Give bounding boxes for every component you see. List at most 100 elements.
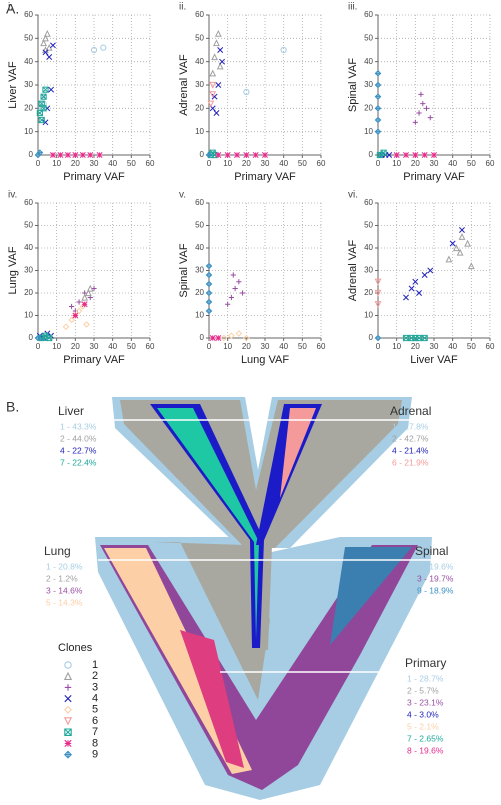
- y-tick-label: 50: [364, 221, 373, 230]
- point: [374, 81, 382, 89]
- point: [393, 152, 400, 158]
- x-tick-label: 60: [486, 159, 495, 168]
- point: [220, 334, 228, 342]
- point: [38, 116, 45, 124]
- x-tick-label: 50: [298, 342, 307, 351]
- point: [42, 49, 49, 56]
- x-tick-label: 50: [127, 159, 136, 168]
- x-tick-label: 60: [146, 342, 155, 351]
- point: [81, 293, 89, 301]
- point: [427, 115, 433, 121]
- point: [62, 323, 70, 331]
- point: [412, 119, 418, 125]
- legend-label: 3: [92, 681, 98, 693]
- site-name: Spinal: [415, 544, 448, 558]
- point: [40, 39, 48, 47]
- y-tick-label: 20: [195, 103, 204, 112]
- legend-label: 4: [92, 693, 98, 705]
- point: [86, 284, 94, 292]
- x-tick-label: 10: [52, 159, 61, 168]
- point: [96, 152, 103, 158]
- point: [423, 105, 430, 111]
- point: [374, 301, 382, 308]
- legend-label: 8: [92, 737, 98, 749]
- x-tick-label: 30: [261, 159, 270, 168]
- x-tick-label: 30: [430, 159, 439, 168]
- point: [420, 101, 426, 107]
- x-tick-label: 40: [279, 342, 288, 351]
- legend-label: 5: [92, 704, 98, 716]
- clone-fraction: 1 - 19.6%: [417, 561, 454, 571]
- clone-7-region: [157, 408, 259, 640]
- y-tick-label: 30: [364, 80, 373, 89]
- point: [235, 330, 243, 337]
- x-tick-label: 0: [376, 342, 381, 351]
- y-tick-label: 0: [29, 333, 34, 342]
- point: [72, 152, 79, 158]
- point: [228, 332, 235, 340]
- point: [69, 303, 75, 310]
- point: [421, 272, 428, 278]
- point: [458, 233, 466, 240]
- point: [205, 298, 213, 306]
- point: [236, 279, 242, 285]
- x-tick-label: 60: [486, 342, 495, 351]
- y-tick-label: 10: [195, 127, 204, 136]
- point: [449, 240, 456, 247]
- point: [416, 290, 423, 296]
- point: [403, 294, 409, 301]
- clone-fraction: 7 - 2.65%: [407, 733, 444, 743]
- x-tick-label: 30: [261, 342, 270, 351]
- clone-tree: [95, 397, 432, 800]
- point: [374, 278, 382, 286]
- y-tick-label: 50: [364, 33, 373, 42]
- y-tick-label: 0: [200, 333, 205, 342]
- point: [49, 42, 56, 49]
- y-axis-label: Adrenal VAF: [178, 54, 190, 116]
- clone-fraction: 3 - 14.6%: [46, 585, 83, 595]
- x-tick-label: 40: [448, 342, 457, 351]
- legend-marker: [64, 739, 72, 747]
- x-tick-label: 60: [146, 159, 155, 168]
- point: [240, 290, 246, 296]
- point: [374, 105, 382, 112]
- clone-fraction: 4 - 22.7%: [60, 445, 97, 455]
- point: [34, 334, 42, 342]
- x-tick-label: 30: [90, 342, 99, 351]
- point: [225, 301, 231, 307]
- x-tick-label: 0: [376, 159, 381, 168]
- point: [374, 70, 382, 77]
- scatter-panel: vi. 0 10 20 30 40 50 60 0 10 20 30 40 50 60 Liver VAF Ad…: [347, 190, 495, 366]
- point: [57, 152, 64, 158]
- panel-number: vi.: [348, 190, 358, 201]
- x-tick-label: 60: [317, 342, 326, 351]
- point: [205, 151, 213, 159]
- x-tick-label: 0: [36, 342, 41, 351]
- legend-label: 9: [92, 749, 98, 761]
- legend-marker: [64, 695, 72, 703]
- point: [217, 47, 224, 53]
- x-axis-label: Primary VAF: [63, 171, 125, 183]
- y-tick-label: 30: [24, 80, 33, 89]
- point: [262, 152, 268, 158]
- point: [230, 272, 236, 278]
- scatter-panel: v. 0 10 20 30 40 50 60 0 10 20 30 40 50 60 Lung VAF Spin…: [178, 190, 326, 366]
- legend-title: Clones: [58, 642, 93, 654]
- x-axis-label: Lung VAF: [241, 354, 289, 366]
- legend-label: 1: [92, 659, 98, 671]
- clone-fraction: 7 - 22.4%: [60, 457, 97, 467]
- legend-marker: [64, 728, 72, 736]
- y-tick-label: 60: [24, 198, 33, 207]
- x-axis-label: Primary VAF: [403, 171, 465, 183]
- legend-label: 2: [92, 670, 98, 682]
- point: [43, 29, 51, 37]
- y-tick-label: 60: [364, 198, 373, 207]
- point: [243, 152, 250, 158]
- point: [215, 82, 222, 88]
- y-tick-label: 0: [369, 333, 374, 342]
- x-tick-label: 30: [90, 159, 99, 168]
- y-axis-label: Spinal VAF: [347, 58, 359, 112]
- point: [211, 93, 218, 100]
- y-tick-label: 30: [195, 80, 204, 89]
- point: [467, 262, 475, 270]
